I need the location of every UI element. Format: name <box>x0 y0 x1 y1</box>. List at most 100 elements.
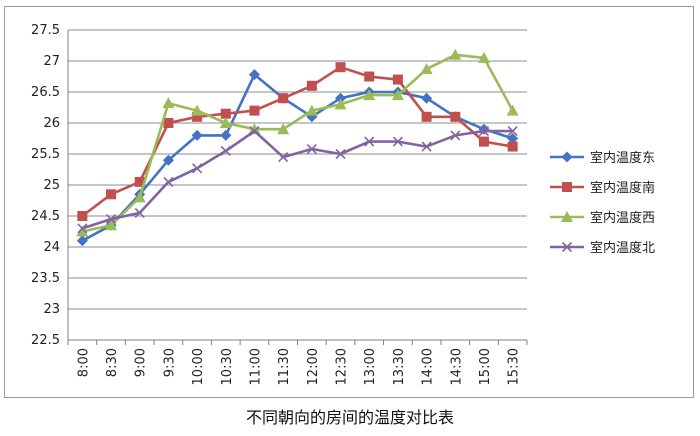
marker-stroke <box>364 136 375 147</box>
y-tick-label: 24.5 <box>31 209 60 224</box>
x-tick-label: 12:00 <box>306 348 321 385</box>
data-point <box>477 51 490 63</box>
legend-marker <box>561 151 573 163</box>
series-line <box>82 53 514 233</box>
x-tick-label: 14:30 <box>449 348 464 385</box>
data-point <box>392 74 403 85</box>
data-point <box>162 97 175 109</box>
marker-stroke <box>306 143 317 155</box>
series-1 <box>76 69 519 247</box>
data-point <box>220 108 231 119</box>
marker-stroke <box>163 176 174 187</box>
data-point <box>506 104 519 116</box>
data-point <box>163 118 174 128</box>
data-point <box>478 125 490 137</box>
data-point <box>363 89 376 101</box>
data-point <box>192 111 203 122</box>
data-point <box>77 223 88 234</box>
legend-item: 室内温度西 <box>550 210 655 226</box>
chart-frame <box>4 6 694 398</box>
marker-stroke <box>478 125 490 137</box>
data-point <box>421 111 432 122</box>
data-point <box>105 219 118 231</box>
data-point <box>507 125 518 137</box>
legend-item: 室内温度南 <box>550 180 655 196</box>
legend-label: 室内温度南 <box>590 180 655 196</box>
data-point <box>449 48 462 60</box>
series-line <box>81 65 513 218</box>
axes: 22.5 23 23.5 24 24.5 25 25.5 26 26.5 27 27.5 8:00 8:… <box>31 23 528 385</box>
data-point <box>106 189 117 200</box>
data-point <box>364 136 375 147</box>
data-point <box>192 163 203 174</box>
y-tick-label: 22.5 <box>31 333 60 348</box>
data-point <box>278 152 289 163</box>
marker-stroke <box>450 130 461 141</box>
chart-caption: 不同朝向的房间的温度对比表 <box>245 408 454 427</box>
data-point <box>249 125 260 137</box>
x-tick-label: 9:00 <box>134 348 149 377</box>
series-3 <box>76 48 519 237</box>
legend-label: 室内温度北 <box>590 240 655 256</box>
data-point <box>248 123 261 135</box>
legend-marker <box>561 211 573 222</box>
legend-label: 室内温度西 <box>590 210 655 226</box>
data-point <box>364 71 375 82</box>
marker-stroke <box>249 125 260 137</box>
legend-item: 室内温度东 <box>550 150 655 166</box>
x-tick-label: 11:00 <box>248 348 263 385</box>
marker-stroke <box>507 125 518 137</box>
legend-item: 室内温度北 <box>550 240 655 256</box>
data-point <box>305 104 318 116</box>
y-tick-label: 23 <box>43 302 60 317</box>
y-tick-label: 26 <box>43 116 60 131</box>
data-point <box>134 207 145 218</box>
data-point <box>76 225 89 237</box>
x-tick-label: 15:00 <box>478 348 493 385</box>
data-point <box>277 123 290 135</box>
data-point <box>163 176 174 187</box>
data-point <box>191 104 204 116</box>
x-tick-label: 8:00 <box>76 348 91 377</box>
marker-stroke <box>335 148 346 160</box>
data-point <box>507 133 519 144</box>
gridlines <box>68 29 527 310</box>
series <box>76 48 519 247</box>
data-point <box>306 143 317 155</box>
marker-stroke <box>134 207 145 218</box>
x-tick-label: 15:30 <box>507 348 522 385</box>
series-line <box>81 129 513 230</box>
x-tick-label: 10:00 <box>191 348 206 385</box>
legend-marker <box>562 182 572 192</box>
data-point <box>450 111 461 122</box>
marker-stroke <box>278 152 289 163</box>
data-point <box>478 136 489 147</box>
marker-stroke <box>421 141 432 152</box>
marker-stroke <box>220 145 231 156</box>
data-point <box>162 154 174 166</box>
data-point <box>335 92 347 104</box>
data-point <box>77 211 88 221</box>
x-tick-label: 14:00 <box>421 348 436 385</box>
data-point <box>478 123 490 135</box>
y-tick-label: 24 <box>43 240 60 255</box>
series-2 <box>77 62 518 221</box>
data-point <box>392 136 403 147</box>
data-point <box>220 145 231 156</box>
legend-marker <box>561 241 573 253</box>
x-tick-label: 13:00 <box>363 348 378 385</box>
data-point <box>421 92 433 104</box>
data-point <box>334 98 347 110</box>
data-point <box>450 130 461 141</box>
data-point <box>219 117 232 128</box>
data-point <box>134 176 145 187</box>
series-4 <box>77 125 518 234</box>
data-point <box>391 89 404 101</box>
data-point <box>76 235 88 247</box>
legend-label: 室内温度东 <box>590 150 655 166</box>
x-tick-label: 11:30 <box>277 348 292 385</box>
data-point <box>507 141 518 152</box>
marker-stroke <box>105 214 117 225</box>
